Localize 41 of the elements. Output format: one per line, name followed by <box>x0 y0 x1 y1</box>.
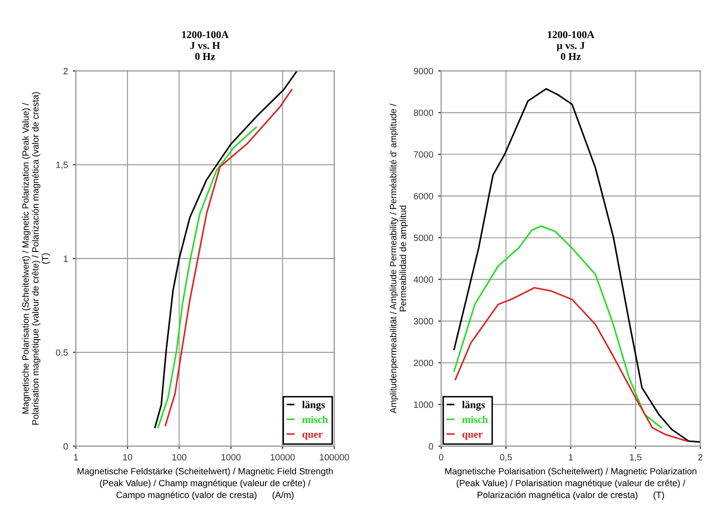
chart-title: 1200-100A J vs. H 0 Hz <box>182 31 229 60</box>
legend-label: quer <box>302 432 323 440</box>
legend-label: längs <box>462 400 485 410</box>
x-tick-label: 0 <box>438 454 444 460</box>
x-tick-label: 0,5 <box>500 454 512 462</box>
y-axis-title: Magnetische Polarisation (Scheitelwert) / Magnetic Polarization (Peak Value) / Polarisation magnétique (valeur de crête) / Polarización magnética (valor de cresta) (T) <box>22 92 50 425</box>
line-series <box>453 225 662 429</box>
x-tick-label: 1,5 <box>630 454 642 462</box>
y-tick-label: 8000 <box>414 110 434 116</box>
chart-title: 1200-100A µ vs. J 0 Hz <box>548 31 594 60</box>
y-tick-label: 1000 <box>414 401 434 408</box>
x-tick-label: 1000 <box>222 454 241 460</box>
x-axis-title: Magnetische Feldstärke (Scheitelwert) / Magnetic Field Strength (Peak Value) / Champ magnétique (valeur de crête) / Campo magnético (valor de cresta) (A/m) <box>78 468 333 500</box>
x-tick-label: 100000 <box>320 454 349 460</box>
y-tick-label: 2 <box>64 68 68 74</box>
y-tick-label: 4000 <box>414 276 434 283</box>
x-tick-label: 2 <box>698 454 702 460</box>
x-tick-label: 1 <box>74 454 78 460</box>
y-tick-label: 3000 <box>414 318 434 324</box>
x-axis-title: Magnetische Polarisation (Scheitelwert) / Magnetic Polarization (Peak Value) / Polarisation magnétique (valeur de crête) / Polarización magnética (valor de cresta) (T) <box>445 468 696 500</box>
y-tick-label: 9000 <box>414 68 434 74</box>
x-tick-label: 1 <box>568 454 573 460</box>
y-tick-label: 2000 <box>414 360 434 366</box>
y-tick-label: 6000 <box>414 192 434 200</box>
x-tick-label: 100 <box>172 454 186 460</box>
y-tick-label: 1 <box>64 256 68 262</box>
y-tick-label: 0 <box>428 443 434 450</box>
x-tick-label: 10 <box>123 454 132 460</box>
y-tick-label: 5000 <box>414 234 434 242</box>
line-series <box>453 88 700 443</box>
line-series <box>454 286 688 442</box>
y-tick-label: 1,5 <box>56 162 68 170</box>
y-tick-label: 0 <box>64 443 68 450</box>
y-axis-title: Amplitudenpermeabilität / Amplitude Permeability / Perméabilité d' amplitude / Permeabilidad de amplitud <box>390 104 408 414</box>
legend-label: längs <box>302 400 325 410</box>
y-tick-label: 7000 <box>414 151 434 158</box>
legend-label: misch <box>462 416 488 424</box>
legend-label: quer <box>462 432 483 440</box>
x-tick-label: 10000 <box>270 454 295 460</box>
y-tick-label: 0,5 <box>56 349 68 357</box>
legend-label: misch <box>302 416 328 424</box>
